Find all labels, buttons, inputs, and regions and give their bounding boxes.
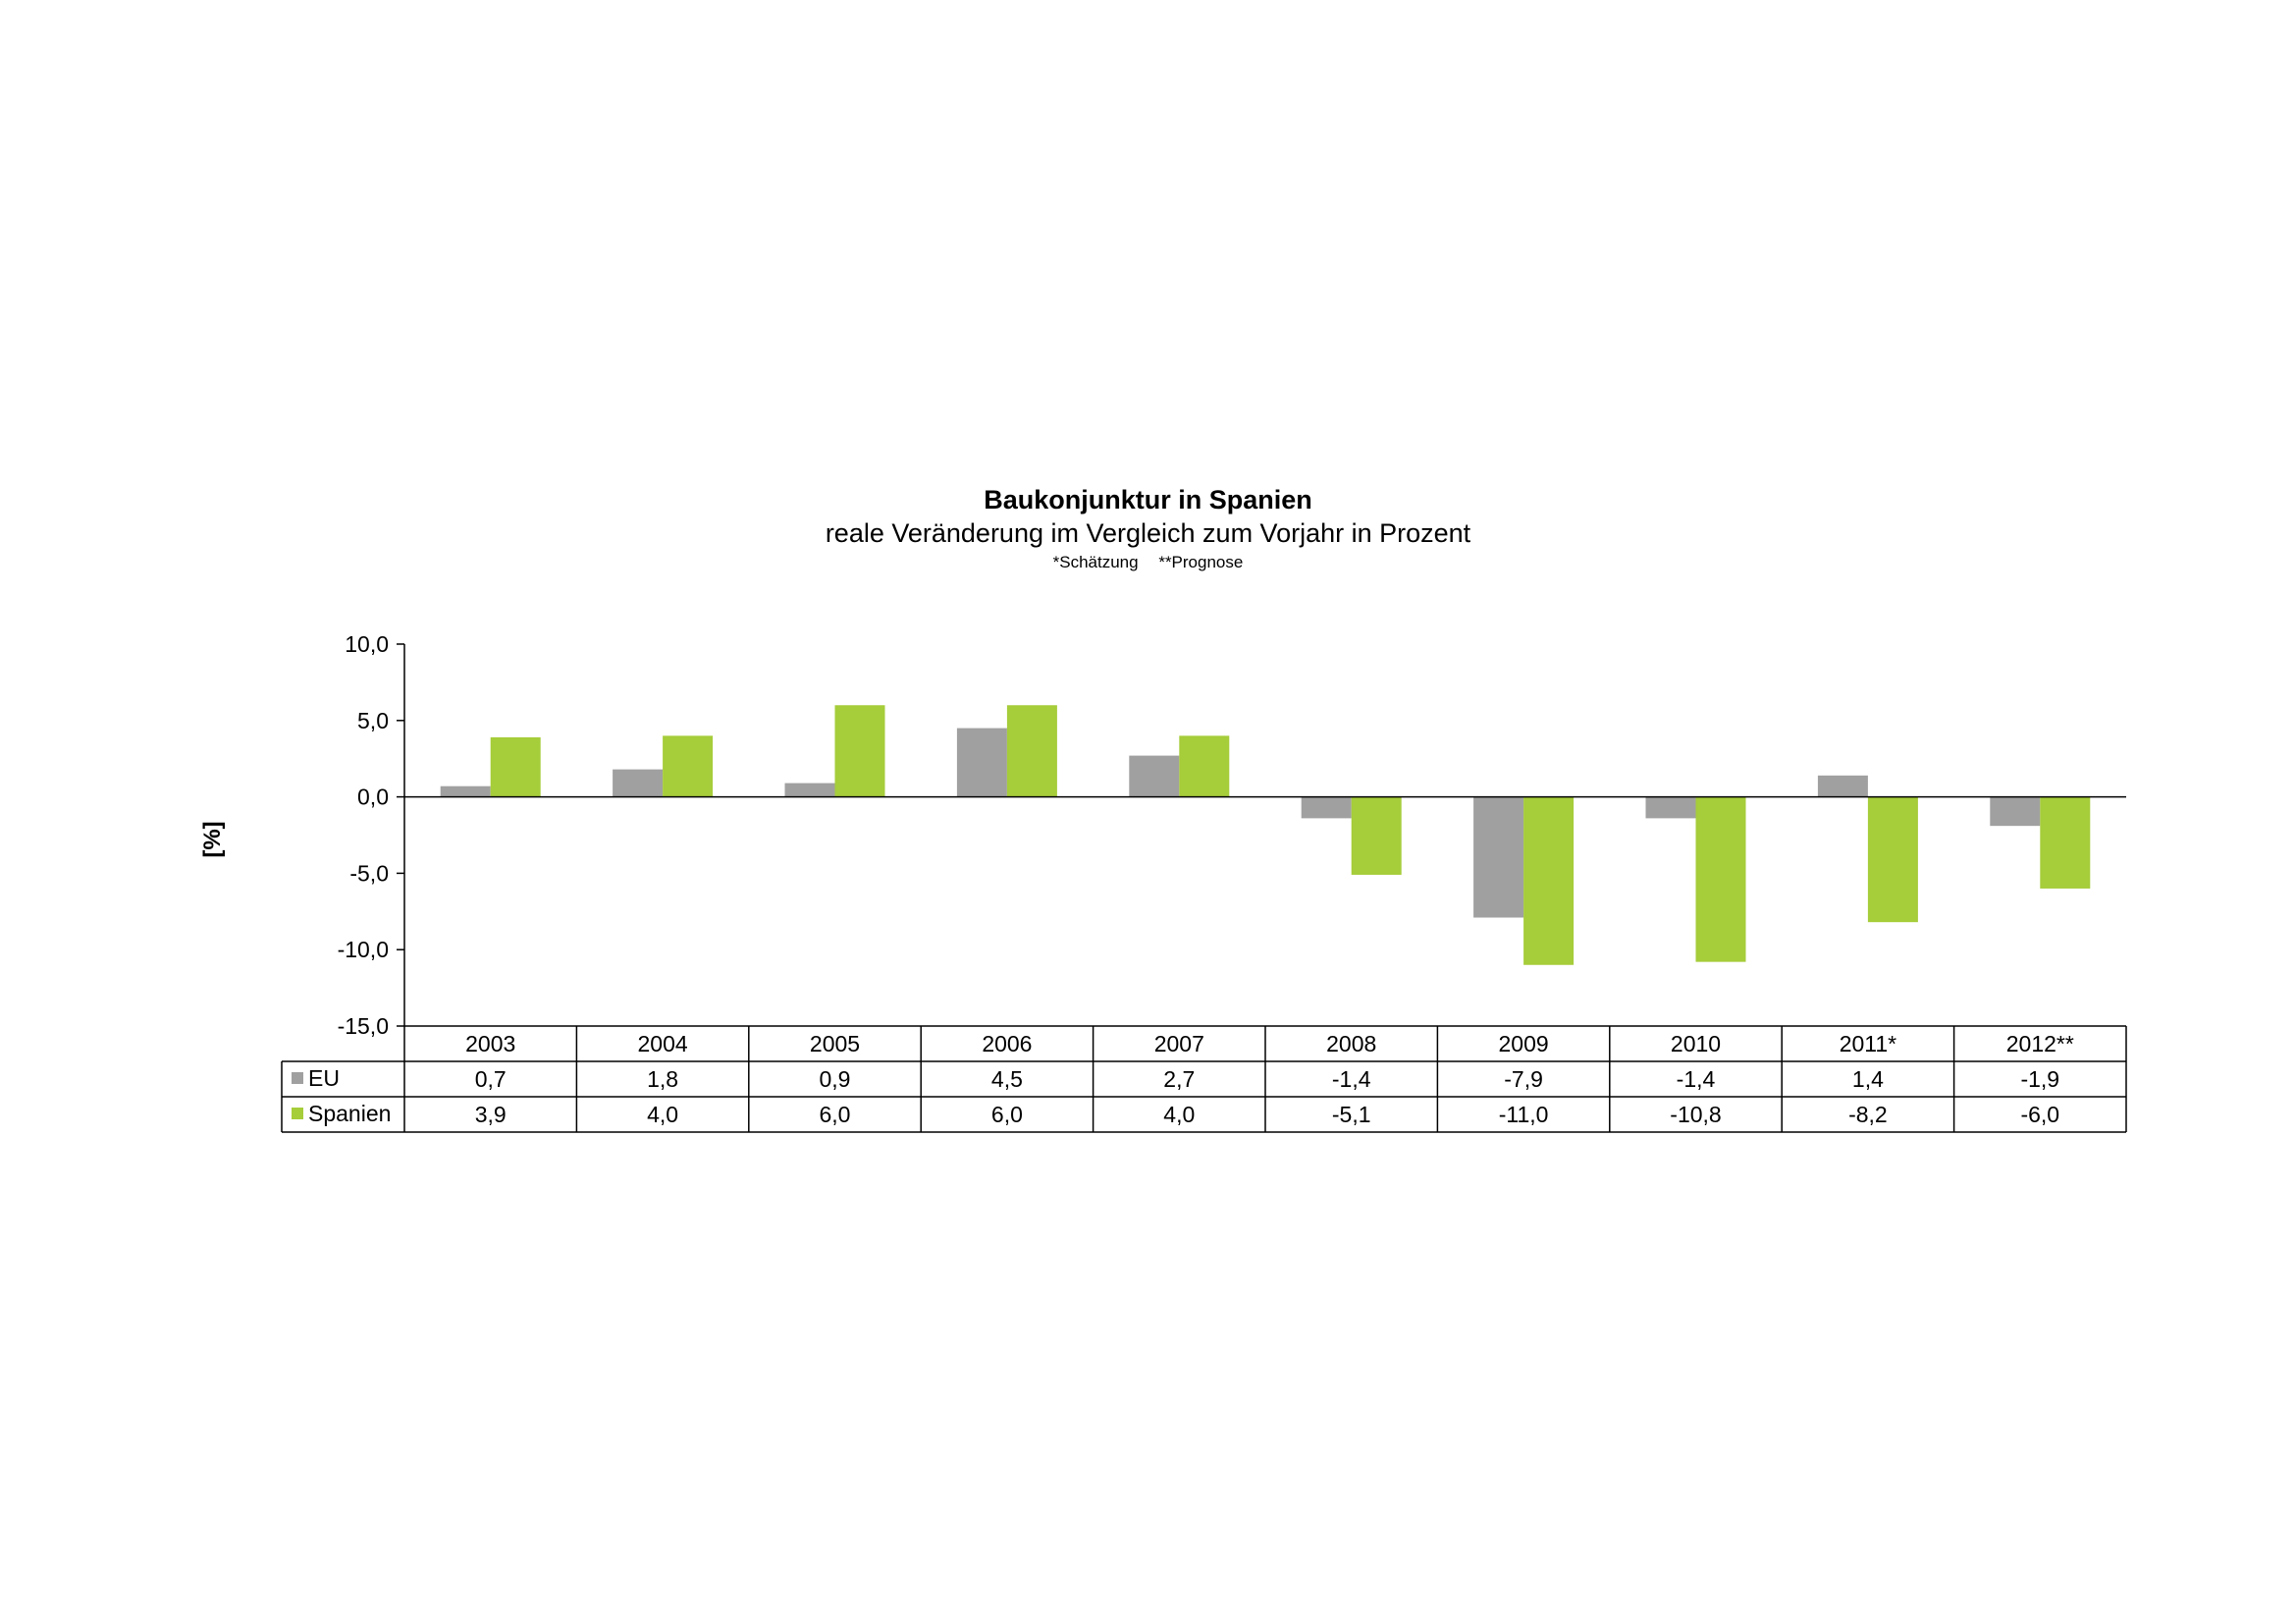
- table-cell-spanien: 3,9: [475, 1102, 507, 1127]
- bar-eu-2006: [956, 728, 1007, 797]
- table-cell-eu: 2,7: [1163, 1066, 1195, 1092]
- table-cell-spanien: -6,0: [2020, 1102, 2059, 1127]
- bar-spanien-2009: [1523, 796, 1575, 965]
- table-cell-spanien: -11,0: [1499, 1102, 1549, 1127]
- bar-eu-2005: [784, 783, 835, 797]
- y-tick-label: -5,0: [349, 860, 389, 886]
- table-cell-spanien: 6,0: [820, 1102, 851, 1127]
- table-cell-eu: 0,7: [475, 1066, 507, 1092]
- bar-eu-2007: [1129, 755, 1180, 797]
- x-category-label: 2003: [465, 1031, 515, 1056]
- bar-spanien-2006: [1006, 705, 1057, 797]
- bar-spanien-2008: [1351, 796, 1402, 875]
- table-cell-eu: -7,9: [1504, 1066, 1543, 1092]
- note-forecast: **Prognose: [1158, 553, 1244, 571]
- legend-label-eu: EU: [308, 1065, 340, 1091]
- x-category-label: 2011*: [1840, 1031, 1896, 1056]
- bar-eu-2004: [613, 769, 664, 797]
- table-cell-spanien: 4,0: [1163, 1102, 1195, 1127]
- table-cell-eu: 1,8: [647, 1066, 678, 1092]
- chart-subtitle: reale Veränderung im Vergleich zum Vorja…: [825, 518, 1471, 548]
- table-cell-eu: 4,5: [991, 1066, 1023, 1092]
- y-tick-label: -10,0: [338, 937, 389, 962]
- table-cell-eu: -1,4: [1332, 1066, 1371, 1092]
- y-tick-label: 10,0: [345, 631, 389, 657]
- chart-header: Baukonjunktur in Spanien reale Veränderu…: [0, 483, 2296, 573]
- table-cell-spanien: 6,0: [991, 1102, 1023, 1127]
- bar-eu-2003: [440, 785, 491, 797]
- bar-spanien-2005: [834, 705, 885, 797]
- x-category-label: 2005: [810, 1031, 860, 1056]
- bar-eu-2008: [1301, 796, 1352, 819]
- x-category-label: 2007: [1154, 1031, 1204, 1056]
- x-category-label: 2004: [638, 1031, 688, 1056]
- legend-key-spanien: [292, 1108, 303, 1119]
- bar-eu-2011: [1817, 775, 1868, 797]
- bar-eu-2010: [1645, 796, 1696, 819]
- note-estimate: *Schätzung: [1052, 553, 1139, 571]
- table-cell-spanien: -5,1: [1332, 1102, 1371, 1127]
- x-category-label: 2012**: [2006, 1031, 2074, 1056]
- bar-spanien-2012: [2040, 796, 2091, 889]
- table-cell-eu: -1,9: [2020, 1066, 2059, 1092]
- table-cell-spanien: -8,2: [1848, 1102, 1888, 1127]
- x-category-label: 2008: [1326, 1031, 1376, 1056]
- bar-spanien-2010: [1695, 796, 1746, 962]
- legend-label-spanien: Spanien: [308, 1101, 391, 1126]
- chart-title: Baukonjunktur in Spanien: [984, 485, 1312, 514]
- table-cell-spanien: -10,8: [1670, 1102, 1721, 1127]
- table-cell-eu: 1,4: [1852, 1066, 1884, 1092]
- table-cell-spanien: 4,0: [647, 1102, 678, 1127]
- y-tick-label: -15,0: [338, 1013, 389, 1039]
- table-cell-eu: -1,4: [1677, 1066, 1716, 1092]
- bar-eu-2012: [1990, 796, 2041, 827]
- bar-eu-2009: [1473, 796, 1524, 918]
- bar-spanien-2011: [1867, 796, 1918, 923]
- legend-key-eu: [292, 1072, 303, 1084]
- y-tick-label: 0,0: [357, 785, 389, 810]
- x-category-label: 2006: [982, 1031, 1032, 1056]
- x-category-label: 2009: [1499, 1031, 1549, 1056]
- y-tick-label: 5,0: [357, 708, 389, 733]
- bar-spanien-2004: [663, 735, 714, 797]
- bar-spanien-2003: [490, 736, 541, 797]
- table-cell-eu: 0,9: [820, 1066, 851, 1092]
- bar-spanien-2007: [1179, 735, 1230, 797]
- x-category-label: 2010: [1671, 1031, 1721, 1056]
- chart-notes: *Schätzung **Prognose: [0, 552, 2296, 573]
